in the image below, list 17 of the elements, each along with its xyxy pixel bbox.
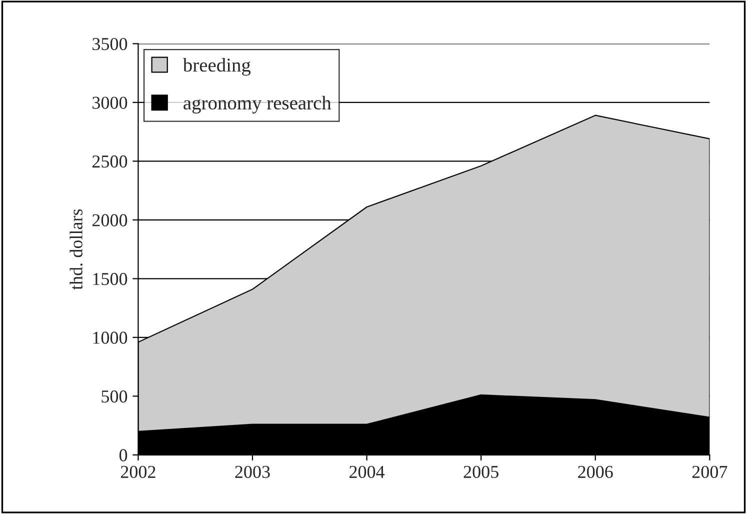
legend-label: breeding — [182, 58, 251, 76]
x-tick-label: 2002 — [120, 466, 156, 478]
x-tick-label: 2007 — [692, 466, 728, 478]
y-tick-label: 3000 — [92, 96, 128, 109]
y-axis-title: thd. dollars — [70, 209, 83, 290]
y-tick-label: 1000 — [93, 332, 128, 344]
y-tick-label: 1500 — [93, 272, 128, 286]
legend-label: agronomy research — [184, 96, 332, 114]
y-tick-label: 2500 — [92, 155, 128, 168]
x-tick-label: 2004 — [350, 466, 385, 478]
y-tick-label: 500 — [102, 390, 128, 403]
y-tick-label: 0 — [119, 449, 128, 462]
x-tick-label: 2005 — [464, 466, 498, 478]
x-tick-label: 2006 — [578, 466, 613, 478]
x-tick-label: 2003 — [235, 466, 270, 478]
y-tick-label: 2000 — [92, 214, 128, 226]
y-tick-label: 3500 — [92, 38, 128, 50]
